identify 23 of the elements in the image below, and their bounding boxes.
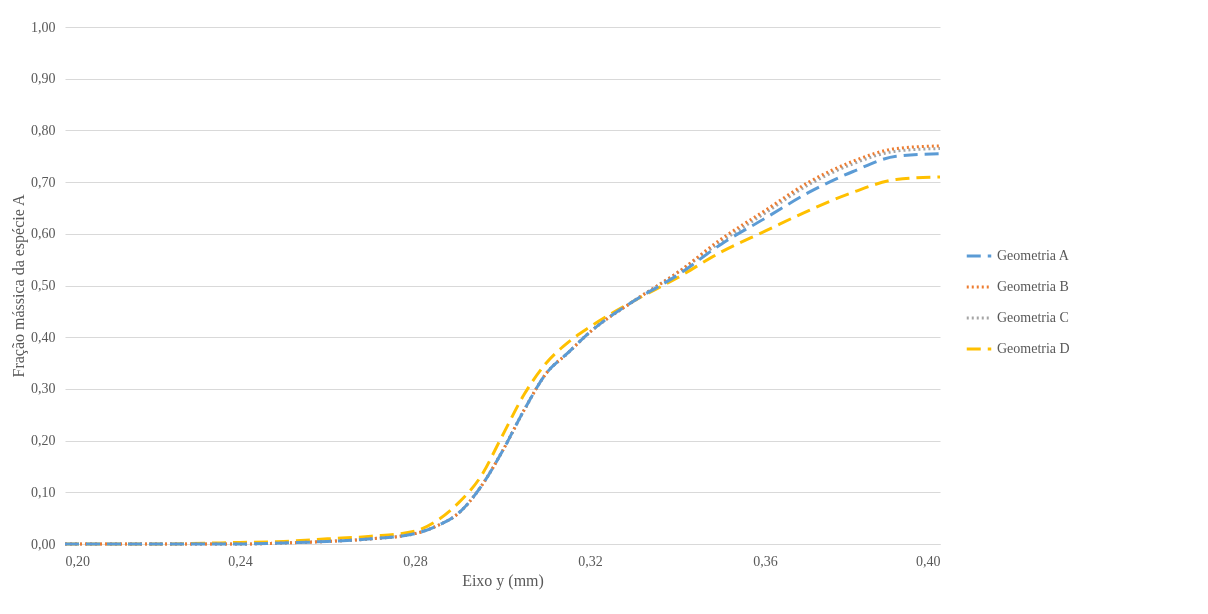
legend-label: Geometria A <box>997 248 1070 263</box>
y-axis-title: Fração mássica da espécie A <box>10 194 28 378</box>
legend-label: Geometria D <box>997 341 1070 356</box>
y-tick-label: 0,00 <box>31 536 56 552</box>
y-tick-label: 0,80 <box>31 122 56 138</box>
x-tick-label: 0,20 <box>65 553 90 569</box>
x-tick-label: 0,36 <box>753 553 778 569</box>
legend-label: Geometria B <box>997 279 1069 294</box>
y-tick-label: 0,30 <box>31 381 56 397</box>
y-tick-label: 0,40 <box>31 329 56 345</box>
y-tick-label: 0,90 <box>31 71 56 87</box>
y-tick-label: 0,20 <box>31 433 56 449</box>
y-tick-label: 0,50 <box>31 278 56 293</box>
x-tick-label: 0,32 <box>578 553 603 569</box>
legend-label: Geometria C <box>997 310 1069 325</box>
x-axis-title: Eixo y (mm) <box>462 571 544 590</box>
y-tick-label: 1,00 <box>31 19 56 35</box>
y-tick-label: 0,70 <box>31 174 56 190</box>
x-tick-label: 0,40 <box>916 553 941 569</box>
x-tick-label: 0,28 <box>403 553 428 569</box>
x-tick-label: 0,24 <box>228 553 253 569</box>
y-tick-label: 0,10 <box>31 484 56 500</box>
y-tick-label: 0,60 <box>31 226 56 242</box>
